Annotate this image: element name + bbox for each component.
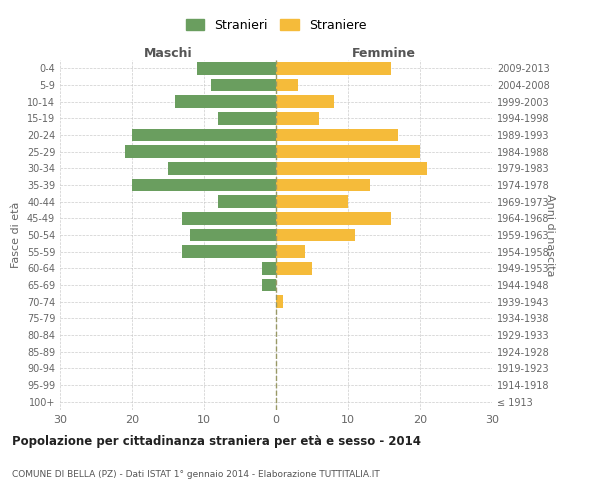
- Bar: [276, 112, 319, 124]
- Text: Maschi: Maschi: [143, 47, 193, 60]
- Bar: [262, 262, 276, 274]
- Bar: [211, 79, 276, 92]
- Bar: [132, 129, 276, 141]
- Text: COMUNE DI BELLA (PZ) - Dati ISTAT 1° gennaio 2014 - Elaborazione TUTTITALIA.IT: COMUNE DI BELLA (PZ) - Dati ISTAT 1° gen…: [12, 470, 380, 479]
- Bar: [125, 146, 276, 158]
- Bar: [262, 279, 276, 291]
- Y-axis label: Fasce di età: Fasce di età: [11, 202, 21, 268]
- Bar: [276, 62, 391, 74]
- Bar: [276, 96, 334, 108]
- Bar: [175, 96, 276, 108]
- Bar: [276, 246, 305, 258]
- Bar: [182, 212, 276, 224]
- Bar: [276, 162, 427, 174]
- Text: Popolazione per cittadinanza straniera per età e sesso - 2014: Popolazione per cittadinanza straniera p…: [12, 435, 421, 448]
- Bar: [197, 62, 276, 74]
- Bar: [190, 229, 276, 241]
- Bar: [276, 212, 391, 224]
- Bar: [276, 262, 312, 274]
- Bar: [182, 246, 276, 258]
- Bar: [276, 129, 398, 141]
- Bar: [218, 196, 276, 208]
- Bar: [276, 296, 283, 308]
- Bar: [276, 79, 298, 92]
- Bar: [132, 179, 276, 192]
- Bar: [218, 112, 276, 124]
- Bar: [276, 179, 370, 192]
- Bar: [276, 196, 348, 208]
- Legend: Stranieri, Straniere: Stranieri, Straniere: [181, 14, 371, 37]
- Bar: [168, 162, 276, 174]
- Text: Femmine: Femmine: [352, 47, 416, 60]
- Y-axis label: Anni di nascita: Anni di nascita: [545, 194, 555, 276]
- Bar: [276, 229, 355, 241]
- Bar: [276, 146, 420, 158]
